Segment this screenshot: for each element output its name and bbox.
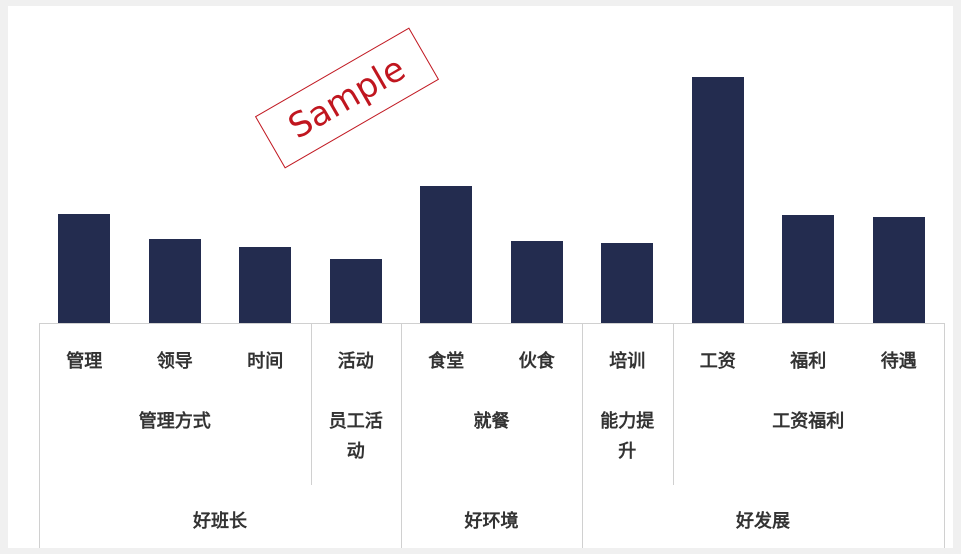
bar — [782, 215, 835, 323]
group-label: 好环境 — [464, 511, 519, 532]
bar — [691, 77, 744, 323]
separator — [310, 323, 312, 485]
group-label: 好发展 — [736, 511, 790, 532]
category-label: 伙食 — [518, 351, 555, 372]
subgroup-label: 管理方式 — [138, 411, 211, 432]
bar — [329, 259, 382, 323]
category-label: 待遇 — [880, 351, 917, 372]
bar — [239, 247, 292, 323]
subgroup-label: 员工活动 — [328, 411, 383, 462]
category-label: 工资 — [699, 351, 736, 372]
category-label: 时间 — [247, 351, 284, 372]
separator — [944, 323, 945, 548]
category-label: 领导 — [156, 351, 193, 372]
bar — [510, 241, 563, 323]
category-label: 食堂 — [428, 351, 465, 372]
bar — [58, 214, 111, 323]
separator — [401, 323, 402, 548]
bar — [601, 243, 654, 323]
group-label: 好班长 — [193, 511, 247, 532]
subgroup-label: 就餐 — [473, 411, 510, 432]
category-label: 福利 — [790, 351, 827, 372]
category-label: 培训 — [609, 351, 646, 372]
axis-line — [39, 323, 944, 324]
category-label: 管理 — [66, 351, 103, 372]
separator — [39, 323, 40, 548]
category-label: 活动 — [337, 351, 374, 372]
bar — [872, 217, 925, 323]
subgroup-label: 工资福利 — [772, 411, 845, 432]
bar — [420, 186, 473, 323]
subgroup-label: 能力提升 — [600, 411, 655, 462]
separator — [582, 323, 583, 548]
bar — [148, 239, 201, 323]
separator — [672, 323, 674, 485]
